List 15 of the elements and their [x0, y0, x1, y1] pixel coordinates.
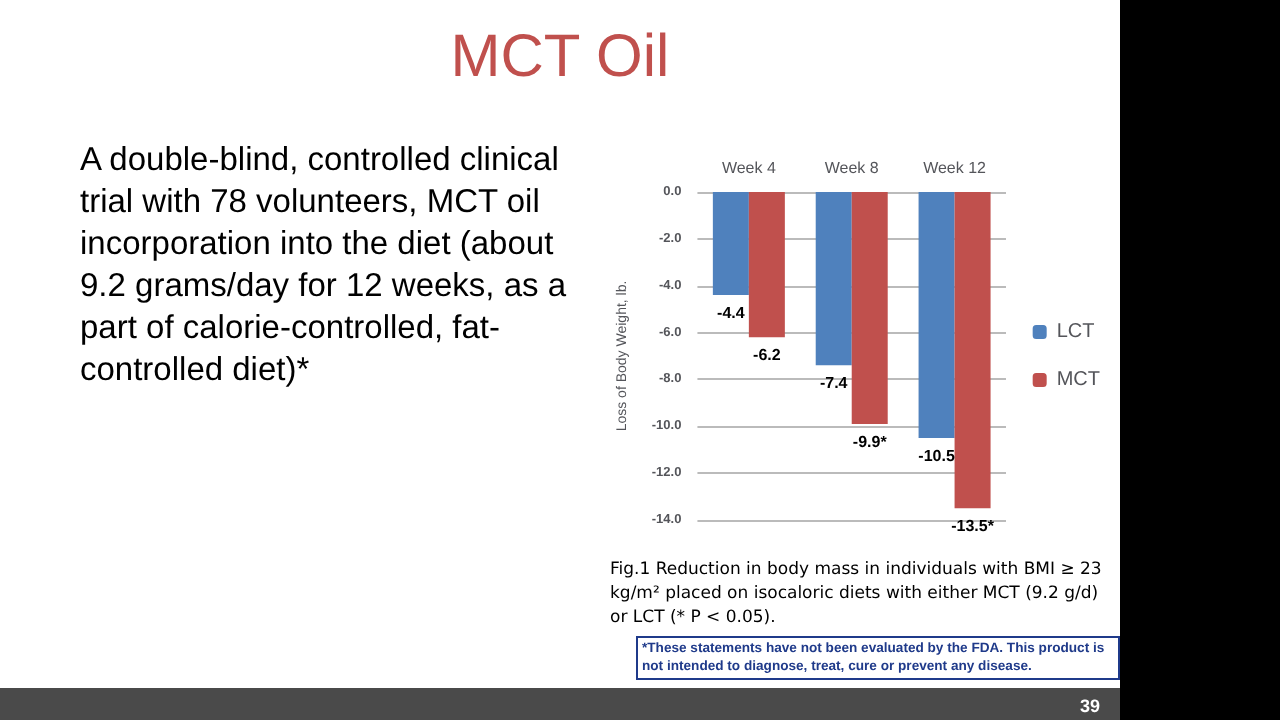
x-tick-label: Week 4 [721, 159, 777, 177]
data-label: -7.4 [819, 374, 849, 393]
legend-label: LCT [1056, 321, 1095, 343]
data-label: -6.2 [753, 346, 782, 365]
data-label: -13.5* [951, 517, 996, 536]
text: A double-blind, controlled clinical trial with 78 volunteers, MCT oil incorporation into the diet (about 9.2 grams/day for 12 weeks, as a part of calorie-controlled, fat-controlled diet)* [80, 140, 569, 392]
data-label: -4.4 [717, 304, 746, 323]
x-tick-label: Week 8 [824, 159, 880, 177]
data-label: -9.9* [852, 432, 889, 451]
legend-label: MCT [1056, 369, 1101, 391]
caption: Fig.1 Reduction in body mass in individuals with BMI ≥ 23 kg/m² placed on isocaloric diets with either MCT (9.2 g/d) or LCT (* P < 0.05). [610, 558, 1104, 630]
text: 39 [1080, 696, 1101, 716]
chart-title: MCT Oil [448, 24, 672, 92]
x-tick-label: Week 12 [923, 159, 988, 177]
data-label: -10.5 [918, 447, 956, 465]
